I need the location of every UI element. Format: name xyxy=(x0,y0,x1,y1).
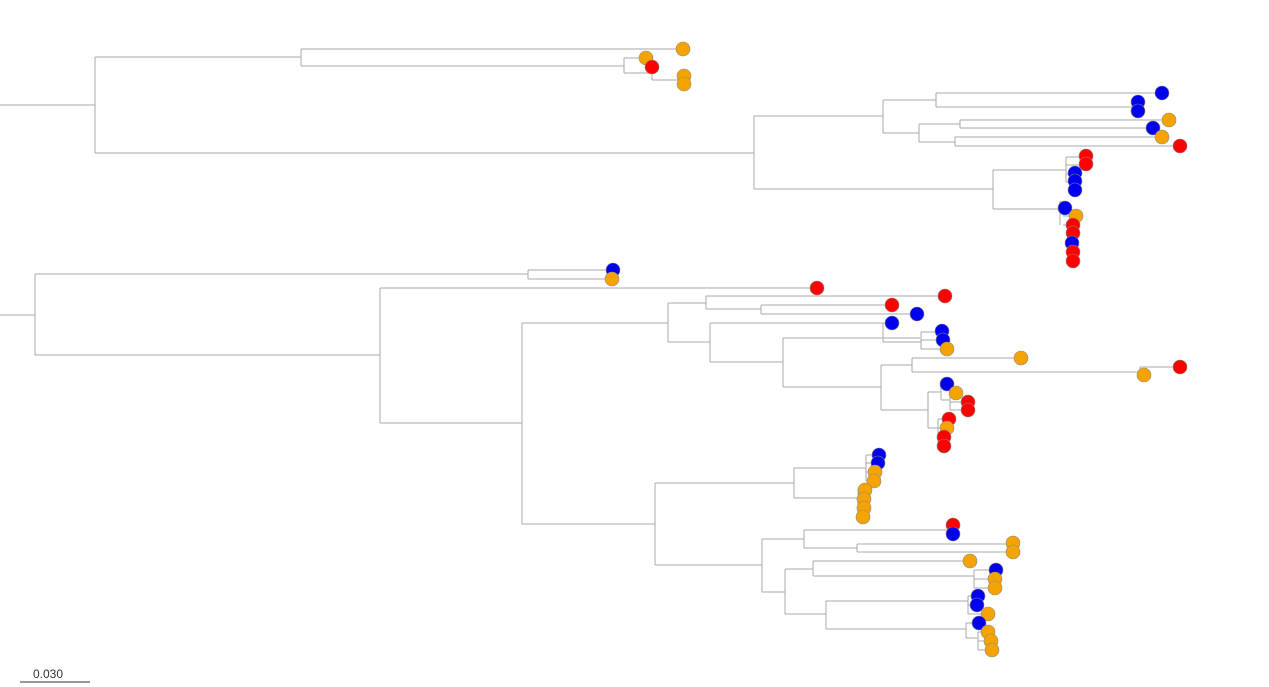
tree-branch xyxy=(880,357,1180,411)
tip-marker-red xyxy=(644,59,660,75)
tip-marker-blue xyxy=(1154,85,1170,101)
tip-marker-orange xyxy=(1005,544,1021,560)
tree-branch xyxy=(667,302,710,343)
tip-marker-orange xyxy=(866,473,882,489)
tree-branch xyxy=(812,560,996,589)
tip-marker-blue xyxy=(884,315,900,331)
scale-bar-label: 0.030 xyxy=(32,667,64,681)
tree-branch xyxy=(753,115,993,190)
tree-branch xyxy=(920,331,947,350)
tree-branch xyxy=(882,99,936,134)
tree-branch xyxy=(918,119,1180,147)
tip-marker-orange xyxy=(1154,129,1170,145)
tree-branch xyxy=(705,295,945,315)
tip-marker-orange xyxy=(948,385,964,401)
tip-marker-orange xyxy=(962,553,978,569)
tip-marker-red xyxy=(937,288,953,304)
tree-branch xyxy=(527,269,613,280)
tip-marker-orange xyxy=(675,41,691,57)
tip-marker-red xyxy=(809,280,825,296)
tree-branch xyxy=(803,525,1013,553)
tip-marker-red xyxy=(936,438,952,454)
tip-marker-orange xyxy=(855,509,871,525)
tree-branches xyxy=(0,48,1180,651)
tree-branch xyxy=(825,595,988,630)
tip-marker-orange xyxy=(984,642,1000,658)
tree-branch xyxy=(782,337,920,388)
tree-branch xyxy=(521,322,668,525)
tip-marker-orange xyxy=(1013,350,1029,366)
tree-branch xyxy=(300,48,684,81)
tree-tips xyxy=(604,41,1188,658)
tip-marker-blue xyxy=(1057,200,1073,216)
tip-marker-blue xyxy=(1145,120,1161,136)
tree-branch xyxy=(0,56,754,154)
tree-branch xyxy=(709,322,921,363)
tip-marker-red xyxy=(1065,253,1081,269)
tip-marker-red xyxy=(1078,156,1094,172)
tip-marker-blue xyxy=(1067,182,1083,198)
tree-branch xyxy=(0,273,528,356)
tip-marker-blue xyxy=(909,306,925,322)
tip-marker-blue xyxy=(1130,103,1146,119)
tip-marker-blue xyxy=(969,597,985,613)
tip-marker-blue xyxy=(945,526,961,542)
tree-branch xyxy=(935,92,1162,108)
tip-marker-orange xyxy=(604,271,620,287)
tip-marker-orange xyxy=(939,341,955,357)
tip-marker-orange xyxy=(1161,112,1177,128)
tree-branch xyxy=(654,482,794,566)
tree-branch xyxy=(379,287,817,424)
tree-branch xyxy=(927,383,950,429)
tree-branch xyxy=(761,538,804,593)
tip-marker-blue xyxy=(971,615,987,631)
tip-marker-orange xyxy=(987,580,1003,596)
tip-marker-red xyxy=(884,297,900,313)
tip-marker-red xyxy=(1172,359,1188,375)
tip-marker-orange xyxy=(1136,367,1152,383)
tree-branch xyxy=(793,467,866,499)
tip-marker-red xyxy=(960,402,976,418)
tip-marker-red xyxy=(1172,138,1188,154)
tip-marker-orange xyxy=(980,606,996,622)
tip-marker-blue xyxy=(939,376,955,392)
tip-marker-orange xyxy=(676,76,692,92)
tree-branch xyxy=(784,568,826,615)
